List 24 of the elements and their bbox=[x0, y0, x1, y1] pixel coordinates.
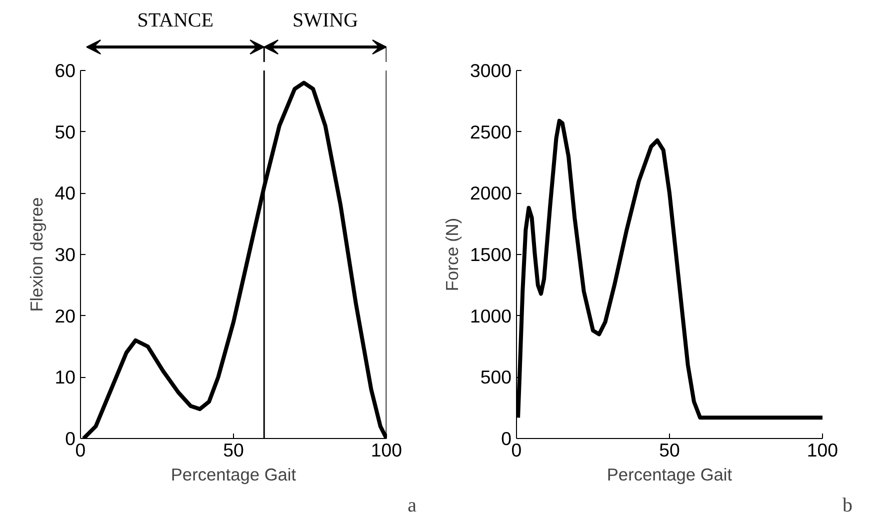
y-tick-label: 20 bbox=[54, 305, 76, 326]
y-tick-label: 500 bbox=[480, 366, 512, 388]
y-tick-label: 30 bbox=[54, 244, 76, 265]
y-tick-label: 40 bbox=[54, 182, 76, 204]
text: STANCE bbox=[137, 10, 214, 32]
y-axis-title: Force (N) bbox=[442, 218, 462, 292]
text: b bbox=[842, 494, 852, 516]
y-tick-label: 2000 bbox=[470, 182, 512, 204]
text: a bbox=[408, 494, 417, 516]
y-tick-label: 1000 bbox=[470, 305, 512, 326]
x-tick-label: 50 bbox=[659, 440, 680, 460]
y-tick-label: 1500 bbox=[470, 244, 512, 265]
y-tick-label: 60 bbox=[54, 60, 76, 81]
x-axis-title: Percentage Gait bbox=[170, 464, 296, 484]
x-tick-label: 100 bbox=[806, 440, 838, 460]
x-tick-label: 100 bbox=[370, 440, 402, 460]
y-axis-title: Flexion degree bbox=[26, 197, 47, 312]
y-tick-label: 10 bbox=[54, 366, 76, 388]
y-tick-label: 2500 bbox=[470, 121, 512, 142]
y-tick-label: 50 bbox=[54, 121, 76, 142]
x-axis-title: Percentage Gait bbox=[606, 464, 732, 484]
y-tick-label: 3000 bbox=[470, 60, 512, 81]
x-tick-label: 50 bbox=[223, 440, 244, 460]
text: SWING bbox=[292, 10, 358, 32]
